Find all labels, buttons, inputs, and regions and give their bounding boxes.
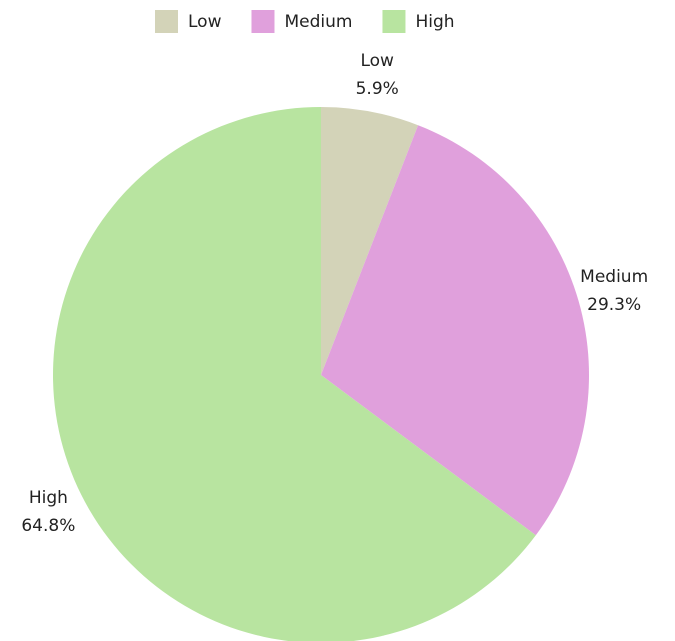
- legend-swatch: [155, 10, 178, 33]
- legend-label: Medium: [284, 12, 352, 32]
- slice-label: Medium: [580, 267, 648, 287]
- legend-label: High: [415, 12, 454, 32]
- legend-label: Low: [188, 12, 222, 32]
- slice-value-label: 5.9%: [356, 79, 399, 99]
- legend-swatch: [382, 10, 406, 33]
- pie-slice: [321, 125, 589, 536]
- legend-swatch: [251, 10, 275, 33]
- slice-value-label: 64.8%: [21, 516, 75, 536]
- slice-label: High: [29, 488, 68, 508]
- slice-label: Low: [360, 51, 394, 71]
- pie-slice: [321, 107, 419, 375]
- pie-slice: [53, 107, 536, 641]
- slice-value-label: 29.3%: [587, 295, 641, 315]
